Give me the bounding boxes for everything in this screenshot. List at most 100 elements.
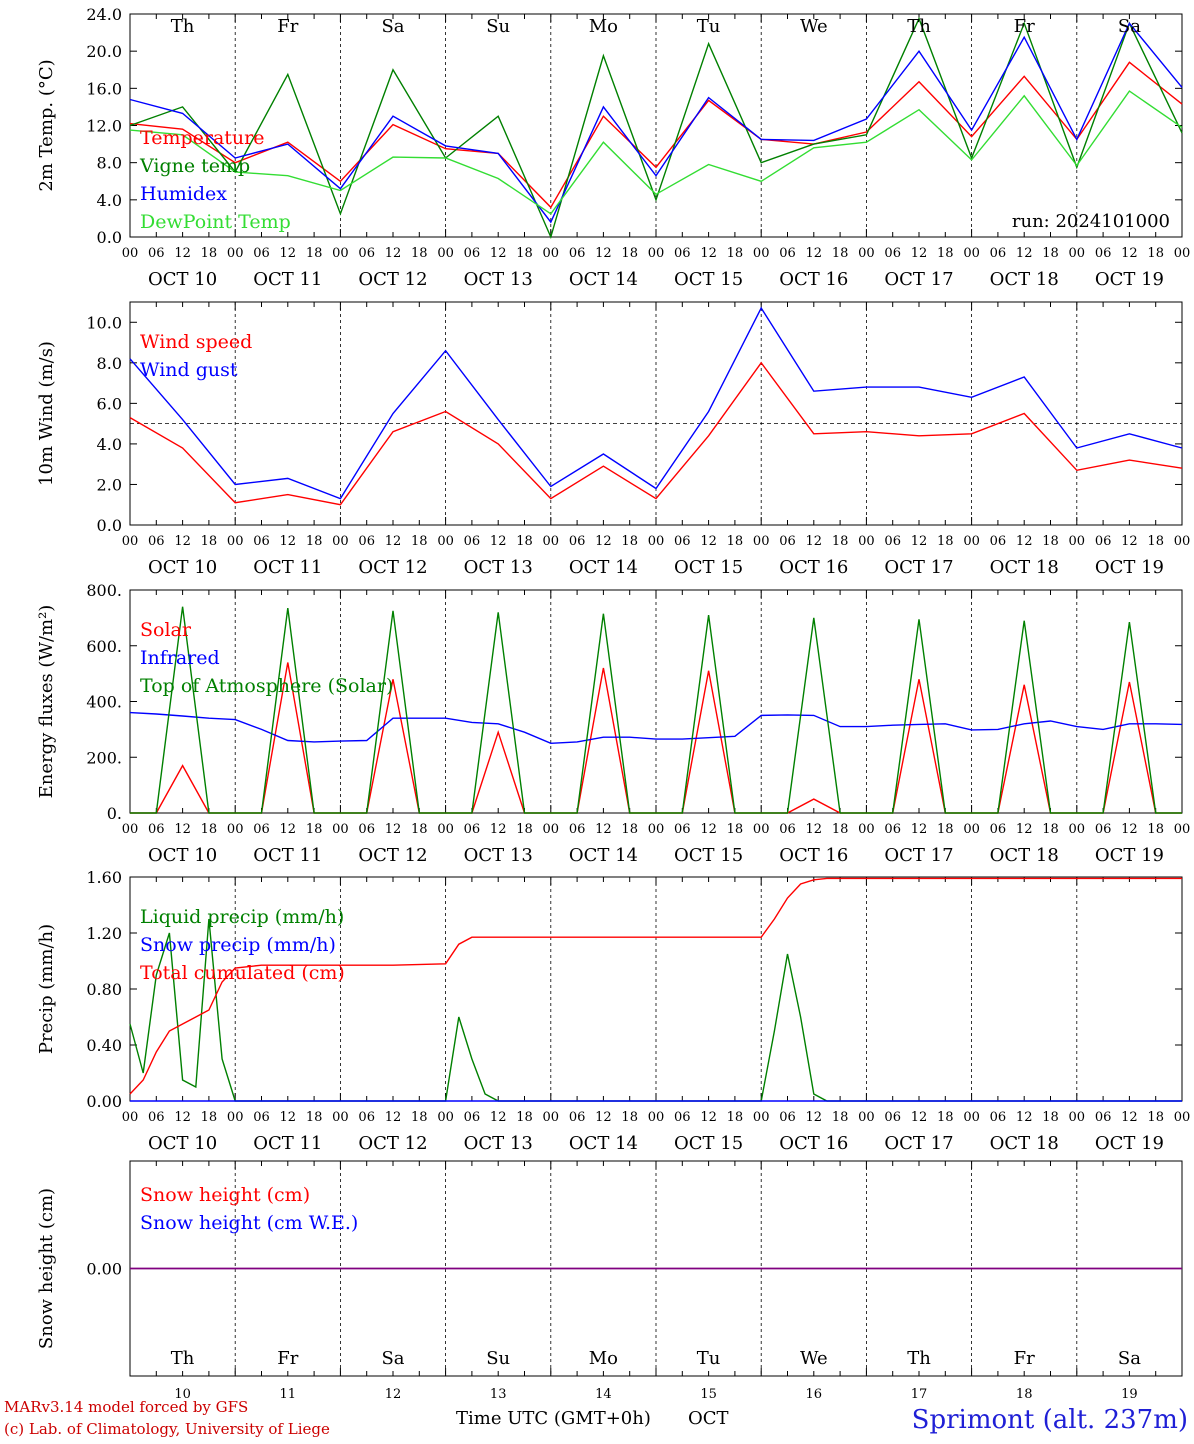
day-label: We [800, 16, 828, 37]
date-label: OCT 12 [358, 269, 427, 290]
legend-entry: Temperature [140, 127, 264, 149]
hour-tick-label: 12 [490, 822, 507, 837]
hour-tick-label: 12 [385, 1110, 402, 1125]
hour-tick-label: 00 [543, 822, 560, 837]
hour-tick-label: 00 [332, 1110, 349, 1125]
hour-tick-label: 06 [569, 246, 586, 261]
hour-tick-label: 12 [595, 822, 612, 837]
hour-tick-label: 18 [1147, 534, 1164, 549]
y-tick-label: 0.80 [86, 980, 122, 999]
hour-tick-label: 18 [516, 534, 533, 549]
y-axis-title: Precip (mm/h) [36, 924, 57, 1054]
hour-tick-label: 06 [148, 246, 165, 261]
y-tick-label: 600. [86, 637, 122, 656]
day-number: 14 [595, 1387, 612, 1402]
hour-tick-label: 12 [174, 246, 191, 261]
month-label: OCT [688, 1408, 729, 1429]
hour-tick-label: 12 [385, 822, 402, 837]
hour-tick-label: 12 [595, 1110, 612, 1125]
series-line-red [129, 877, 1182, 1095]
day-label: Fr [1014, 1348, 1035, 1369]
hour-tick-label: 06 [148, 1110, 165, 1125]
y-tick-label: 0.0 [97, 228, 122, 247]
y-tick-label: 800. [86, 581, 122, 600]
hour-tick-label: 00 [1174, 534, 1191, 549]
panel-1: 24.0 20.0 16.0 12.0 8.0 4.0 0.0 2m Temp. (°C) Te… [36, 5, 1190, 290]
date-label: OCT 10 [148, 1133, 217, 1154]
legend-entry: Snow height (cm) [140, 1184, 310, 1206]
hour-tick-label: 12 [490, 246, 507, 261]
y-tick-label: 0.00 [86, 1092, 122, 1111]
hour-tick-label: 00 [437, 246, 454, 261]
hour-tick-label: 12 [490, 534, 507, 549]
date-label: OCT 19 [1095, 557, 1164, 578]
date-label: OCT 15 [674, 557, 743, 578]
hour-tick-label: 18 [411, 822, 428, 837]
hour-tick-label: 18 [621, 246, 638, 261]
hour-tick-label: 06 [1095, 822, 1112, 837]
date-label: OCT 19 [1095, 845, 1164, 866]
hour-tick-label: 06 [569, 1110, 586, 1125]
hour-tick-label: 18 [937, 1110, 954, 1125]
day-label: Fr [1014, 16, 1035, 37]
day-label: We [800, 1348, 828, 1369]
y-tick-label: 2.0 [97, 475, 122, 494]
date-label: OCT 13 [464, 845, 533, 866]
date-label: OCT 16 [779, 845, 848, 866]
hour-tick-label: 18 [411, 534, 428, 549]
hour-tick-label: 00 [753, 1110, 770, 1125]
hour-tick-label: 00 [1069, 534, 1086, 549]
hour-tick-label: 00 [332, 822, 349, 837]
hour-tick-label: 00 [753, 246, 770, 261]
hour-tick-label: 18 [201, 822, 218, 837]
hour-tick-label: 00 [1174, 1110, 1191, 1125]
hour-tick-label: 18 [1147, 1110, 1164, 1125]
hour-tick-label: 06 [990, 1110, 1007, 1125]
day-number: 12 [385, 1387, 402, 1402]
hour-tick-label: 06 [674, 822, 691, 837]
y-tick-label: 1.20 [86, 924, 122, 943]
hour-tick-label: 18 [727, 534, 744, 549]
panel-4: 1.60 1.20 0.80 0.40 0.00 Precip (mm/h) Liquid … [36, 868, 1190, 1154]
hour-tick-label: 12 [1016, 1110, 1033, 1125]
hour-tick-label: 00 [753, 534, 770, 549]
hour-tick-label: 06 [358, 246, 375, 261]
hour-tick-label: 06 [358, 534, 375, 549]
day-label: Sa [381, 1348, 404, 1369]
hour-tick-label: 00 [858, 822, 875, 837]
hour-tick-label: 00 [437, 822, 454, 837]
hour-tick-label: 00 [648, 246, 665, 261]
hour-tick-label: 12 [911, 246, 928, 261]
legend-entry: Humidex [140, 183, 227, 205]
hour-tick-label: 00 [858, 534, 875, 549]
hour-tick-label: 00 [963, 246, 980, 261]
hour-tick-label: 12 [174, 822, 191, 837]
hour-tick-label: 06 [569, 822, 586, 837]
hour-tick-label: 12 [385, 246, 402, 261]
hour-tick-label: 06 [990, 822, 1007, 837]
hour-tick-label: 00 [122, 246, 139, 261]
hour-tick-label: 18 [306, 246, 323, 261]
hour-tick-label: 18 [832, 1110, 849, 1125]
date-label: OCT 10 [148, 557, 217, 578]
hour-tick-label: 06 [148, 534, 165, 549]
hour-tick-label: 00 [858, 246, 875, 261]
hour-tick-label: 06 [569, 534, 586, 549]
hour-tick-label: 18 [727, 246, 744, 261]
date-label: OCT 18 [990, 845, 1059, 866]
day-number: 11 [280, 1387, 297, 1402]
hour-tick-label: 18 [727, 822, 744, 837]
hour-tick-label: 00 [543, 1110, 560, 1125]
day-number: 16 [806, 1387, 823, 1402]
day-label: Tu [697, 1348, 721, 1369]
y-tick-label: 8.0 [97, 354, 122, 373]
hour-tick-label: 18 [306, 1110, 323, 1125]
day-label: Th [171, 1348, 195, 1369]
hour-tick-label: 00 [858, 1110, 875, 1125]
hour-tick-label: 06 [1095, 1110, 1112, 1125]
y-tick-label: 20.0 [86, 42, 122, 61]
date-label: OCT 15 [674, 845, 743, 866]
hour-tick-label: 18 [937, 534, 954, 549]
hour-tick-label: 06 [884, 822, 901, 837]
